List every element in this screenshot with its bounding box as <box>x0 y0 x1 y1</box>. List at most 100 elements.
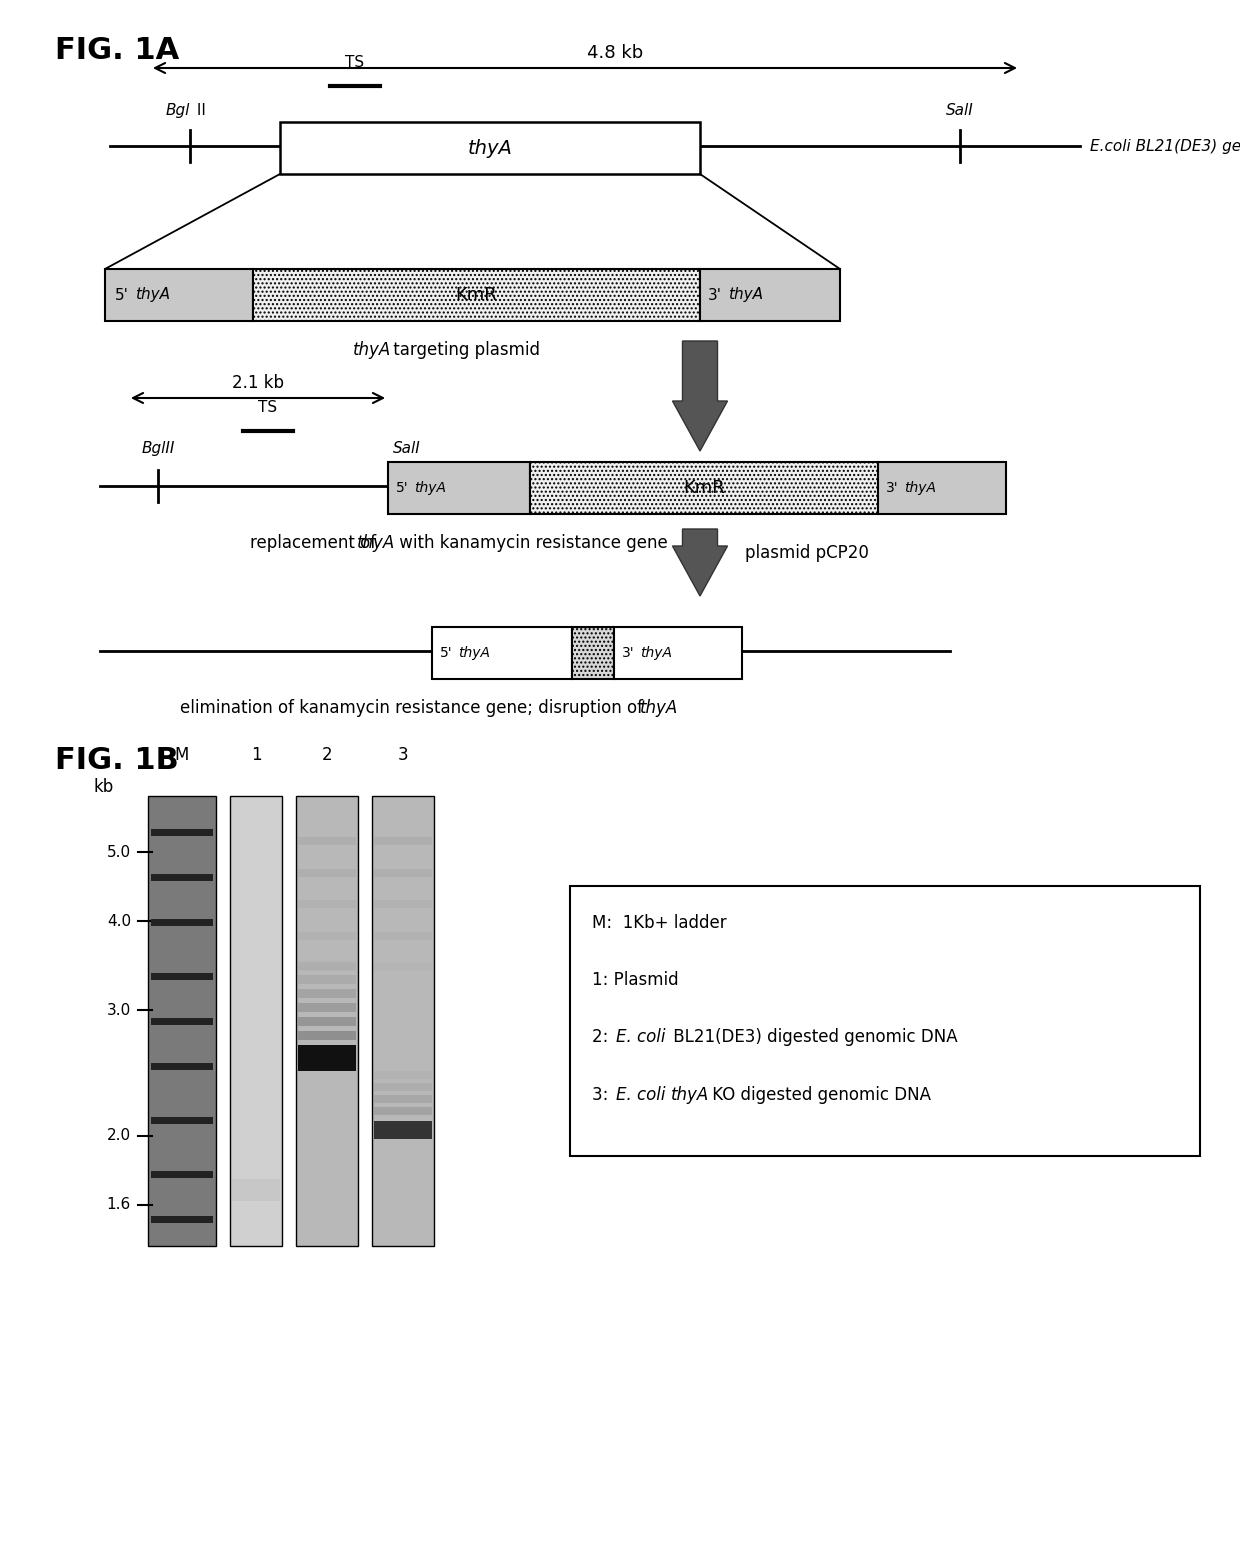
Bar <box>253 269 701 322</box>
Bar <box>374 963 432 971</box>
Bar <box>148 796 216 1246</box>
Text: TS: TS <box>258 400 278 414</box>
Text: SalI: SalI <box>393 441 420 456</box>
Text: thyA: thyA <box>640 646 672 660</box>
Text: SalI: SalI <box>946 104 973 117</box>
Bar <box>432 628 572 679</box>
Text: 1: Plasmid: 1: Plasmid <box>591 971 678 989</box>
Text: thyA: thyA <box>640 699 678 717</box>
Bar <box>374 836 432 846</box>
Text: elimination of kanamycin resistance gene; disruption of: elimination of kanamycin resistance gene… <box>180 699 649 717</box>
Bar <box>105 269 253 322</box>
Text: II: II <box>192 104 206 117</box>
Text: 3': 3' <box>622 646 635 660</box>
Text: 3': 3' <box>708 288 722 303</box>
Bar <box>614 628 742 679</box>
Text: thyA: thyA <box>904 481 936 495</box>
Text: thyA: thyA <box>135 288 170 303</box>
Text: E. coli: E. coli <box>616 1085 666 1104</box>
Text: targeting plasmid: targeting plasmid <box>387 342 539 359</box>
Text: M: M <box>175 747 190 764</box>
Bar <box>151 1017 213 1025</box>
Text: 5': 5' <box>396 481 409 495</box>
Text: plasmid pCP20: plasmid pCP20 <box>745 544 869 561</box>
Bar <box>878 462 1006 513</box>
Text: KmR: KmR <box>683 479 725 496</box>
Text: thyA: thyA <box>352 342 391 359</box>
Text: 5.0: 5.0 <box>107 844 131 860</box>
Bar <box>298 900 356 908</box>
Bar <box>298 1031 356 1040</box>
Polygon shape <box>672 342 728 451</box>
Bar <box>296 796 358 1246</box>
Bar <box>151 829 213 836</box>
Text: thyA: thyA <box>357 533 396 552</box>
Text: KmR: KmR <box>455 286 497 305</box>
Text: TS: TS <box>346 56 365 70</box>
Bar <box>374 1071 432 1079</box>
Text: 2.0: 2.0 <box>107 1129 131 1142</box>
Bar <box>151 1217 213 1223</box>
Bar <box>229 796 281 1246</box>
Text: 3': 3' <box>887 481 899 495</box>
Text: FIG. 1A: FIG. 1A <box>55 36 180 65</box>
Text: E. coli: E. coli <box>616 1028 666 1047</box>
Text: 2: 2 <box>321 747 332 764</box>
Bar <box>298 989 356 999</box>
Text: thyA: thyA <box>458 646 490 660</box>
Bar <box>298 836 356 846</box>
Bar <box>298 932 356 940</box>
Bar <box>298 976 356 983</box>
Text: 3:: 3: <box>591 1085 614 1104</box>
Text: replacement of: replacement of <box>250 533 382 552</box>
Text: thyA: thyA <box>414 481 446 495</box>
Bar <box>298 1017 356 1027</box>
Text: KO digested genomic DNA: KO digested genomic DNA <box>707 1085 931 1104</box>
Text: BL21(DE3) digested genomic DNA: BL21(DE3) digested genomic DNA <box>668 1028 957 1047</box>
Text: FIG. 1B: FIG. 1B <box>55 747 179 775</box>
Bar <box>374 932 432 940</box>
Bar <box>374 1107 432 1115</box>
Bar <box>151 873 213 881</box>
Bar <box>388 462 529 513</box>
Bar <box>298 1003 356 1013</box>
Text: 5': 5' <box>440 646 453 660</box>
Bar <box>298 963 356 971</box>
Bar <box>572 628 614 679</box>
Bar <box>298 962 356 969</box>
Text: BglII: BglII <box>141 441 175 456</box>
Bar <box>151 1170 213 1178</box>
Bar <box>151 972 213 980</box>
Polygon shape <box>672 529 728 597</box>
Text: Bgl: Bgl <box>166 104 190 117</box>
Bar <box>374 1095 432 1102</box>
Text: thyA: thyA <box>671 1085 709 1104</box>
Text: 5': 5' <box>115 288 129 303</box>
Text: 4.8 kb: 4.8 kb <box>587 43 644 62</box>
Bar <box>280 122 701 175</box>
Text: 2.1 kb: 2.1 kb <box>232 374 284 393</box>
Text: 2:: 2: <box>591 1028 614 1047</box>
Text: 3.0: 3.0 <box>107 1003 131 1017</box>
Text: E.coli BL21(DE3) genome: E.coli BL21(DE3) genome <box>1090 139 1240 153</box>
Bar <box>701 269 839 322</box>
Bar <box>374 1084 432 1091</box>
Bar <box>151 1064 213 1070</box>
Bar <box>232 1178 280 1201</box>
Bar <box>298 1045 356 1071</box>
Text: kb: kb <box>94 778 114 796</box>
Text: 3: 3 <box>398 747 408 764</box>
Text: thyA: thyA <box>467 139 512 158</box>
Bar <box>151 1118 213 1124</box>
Bar <box>374 1121 432 1139</box>
Bar <box>372 796 434 1246</box>
Bar <box>570 886 1200 1156</box>
Bar <box>151 918 213 926</box>
Text: 1.6: 1.6 <box>107 1197 131 1212</box>
Bar <box>529 462 878 513</box>
Text: 1: 1 <box>250 747 262 764</box>
Text: with kanamycin resistance gene: with kanamycin resistance gene <box>394 533 668 552</box>
Text: thyA: thyA <box>728 288 763 303</box>
Text: 4.0: 4.0 <box>107 914 131 929</box>
Bar <box>298 869 356 877</box>
